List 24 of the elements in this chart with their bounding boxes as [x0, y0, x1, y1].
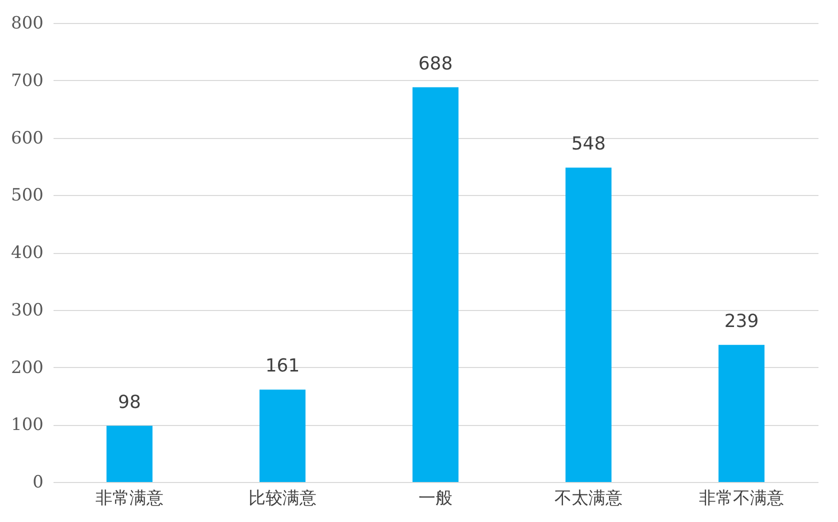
- bar: [412, 87, 458, 482]
- bar: [718, 344, 764, 482]
- x-tick-label: 不太满意: [554, 488, 622, 508]
- y-tick-label: 500: [11, 186, 44, 206]
- y-tick-label: 800: [11, 14, 44, 34]
- y-tick-label: 400: [11, 243, 44, 263]
- y-tick-label: 700: [11, 70, 44, 91]
- x-tick-label: 非常不满意: [699, 488, 784, 508]
- data-label: 548: [571, 134, 606, 155]
- data-label: 98: [118, 392, 141, 413]
- y-tick-label: 100: [11, 415, 44, 436]
- y-tick-label: 0: [32, 472, 44, 492]
- bar: [260, 390, 306, 482]
- bar: [566, 168, 612, 482]
- data-label: 688: [418, 53, 453, 74]
- data-label: 239: [724, 310, 759, 332]
- y-tick-label: 200: [11, 358, 44, 378]
- y-tick-label: 600: [11, 128, 44, 148]
- bar: [106, 426, 152, 482]
- x-tick-label: 比较满意: [248, 488, 316, 508]
- y-tick-label: 300: [11, 300, 44, 320]
- x-tick-label: 非常满意: [96, 488, 164, 508]
- data-label: 161: [265, 356, 300, 377]
- x-tick-label: 一般: [418, 488, 452, 508]
